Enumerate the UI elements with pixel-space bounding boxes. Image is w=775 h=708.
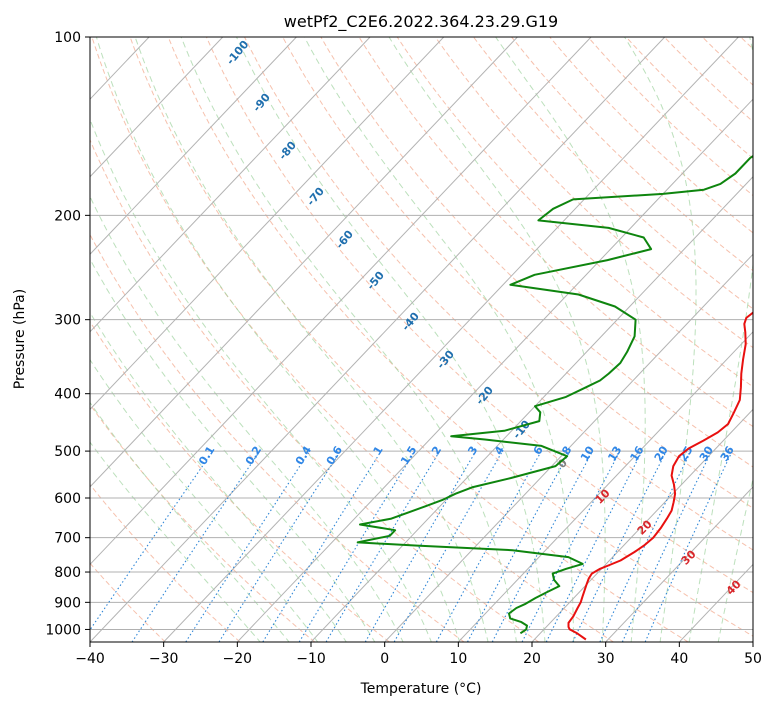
dry-adiabat-line	[282, 37, 753, 509]
isotherm-line	[236, 98, 753, 642]
y-tick-label: 1000	[45, 622, 81, 638]
isotherm-line	[90, 37, 666, 642]
isotherm-line	[163, 37, 739, 642]
y-tick-label: 600	[54, 491, 81, 507]
mixing-ratio-line	[572, 450, 667, 642]
x-tick-label: 10	[449, 651, 467, 667]
isotherm-line	[605, 486, 753, 642]
x-tick-label: 0	[380, 651, 389, 667]
profiles	[356, 154, 753, 641]
dry-adiabat-line	[167, 37, 753, 637]
mixing-ratio-line	[298, 450, 416, 642]
isotherms	[90, 37, 753, 642]
dry-adiabat-line	[90, 562, 166, 642]
y-tick-label: 100	[54, 30, 81, 46]
mixing-ratio-line	[467, 450, 571, 642]
y-tick-label: 900	[54, 595, 81, 611]
isotherm-line	[90, 37, 592, 566]
moist-adiabat-line	[495, 37, 646, 642]
y-tick-label: 300	[54, 313, 81, 329]
temperature-profile	[567, 311, 753, 641]
y-tick-label: 800	[54, 565, 81, 581]
moist-adiabat-line	[95, 37, 461, 642]
mixing-ratio-line	[185, 450, 311, 642]
plot-frame	[89, 36, 754, 643]
dry-adiabat-line	[129, 37, 689, 642]
moist-adiabat-line	[90, 258, 376, 642]
y-axis-ticks: 100 200 300 400 500 600 700 800 900 1000	[45, 30, 90, 638]
isotherm-line	[310, 176, 753, 642]
x-tick-label: 30	[597, 651, 615, 667]
mixing-ratio-line	[131, 450, 261, 642]
isotherm-line	[90, 37, 445, 411]
dry-adiabat-line	[473, 37, 753, 310]
dry-adiabat-line	[90, 320, 390, 642]
x-tick-label: −10	[296, 651, 326, 667]
dry-adiabat-line	[91, 37, 614, 642]
x-tick-label: −20	[223, 651, 253, 667]
x-axis-label: Temperature (°C)	[360, 681, 482, 697]
chart-title: wetPf2_C2E6.2022.364.23.29.G19	[284, 12, 558, 32]
plot-area: 0.1 0.2 0.4 0.6 1 1.5 2 3 4 6 8 10 13 16 20 25 30 36-100-…	[90, 37, 753, 642]
moist-adiabat-line	[303, 37, 575, 642]
y-tick-label: 400	[54, 387, 81, 403]
x-tick-label: −30	[149, 651, 179, 667]
dry-adiabat-line	[358, 37, 753, 428]
y-tick-label: 700	[54, 531, 81, 547]
moist-adiabat-line	[134, 37, 489, 642]
y-axis-label: Pressure (hPa)	[12, 289, 28, 389]
mixing-ratio-line	[90, 450, 214, 631]
dry-adiabat-line	[90, 138, 540, 642]
moist-adiabat-line	[90, 195, 404, 642]
moist-adiabat-line	[236, 37, 546, 642]
x-tick-label: 40	[670, 651, 688, 667]
isotherm-line	[90, 37, 518, 488]
moist-adiabat-line	[180, 37, 518, 642]
x-axis-ticks: −40 −30 −20 −10 0 10 20 30 40 50	[75, 642, 762, 667]
moist-adiabat-line	[90, 401, 290, 642]
moist-adiabats	[90, 37, 753, 642]
moist-adiabat-line	[717, 476, 753, 642]
dewpoint-profile	[356, 154, 753, 635]
moist-adiabat-line	[90, 358, 319, 642]
dry-adiabat-line	[90, 403, 316, 642]
x-tick-label: 50	[744, 651, 762, 667]
mixing-ratio-line	[545, 450, 643, 642]
mixing-ratio-lines	[90, 450, 733, 642]
dry-adiabat-line	[396, 37, 753, 388]
isotherm-line	[90, 37, 371, 333]
y-tick-label: 200	[54, 208, 81, 224]
moist-adiabat-line	[90, 118, 432, 642]
moist-adiabat-line	[624, 37, 697, 642]
moist-adiabat-line	[90, 311, 347, 642]
mixing-ratio-line	[644, 450, 733, 642]
isotherm-line	[531, 408, 753, 642]
x-tick-label: −40	[75, 651, 105, 667]
pressure-gridlines	[90, 37, 753, 630]
isotherm-line	[90, 37, 224, 178]
mixing-ratio-line	[393, 450, 503, 642]
x-tick-label: 20	[523, 651, 541, 667]
mixing-ratio-line	[262, 450, 382, 642]
isotherm-line	[384, 253, 753, 642]
y-tick-label: 500	[54, 444, 81, 460]
isotherm-line	[90, 37, 297, 256]
dry-adiabat-line	[205, 37, 753, 594]
moist-adiabat-line	[688, 37, 753, 642]
dry-adiabat-line	[244, 37, 753, 551]
dry-adiabat-line	[90, 233, 465, 642]
mixing-ratio-line	[218, 450, 341, 642]
mixing-ratio-line	[435, 450, 542, 642]
